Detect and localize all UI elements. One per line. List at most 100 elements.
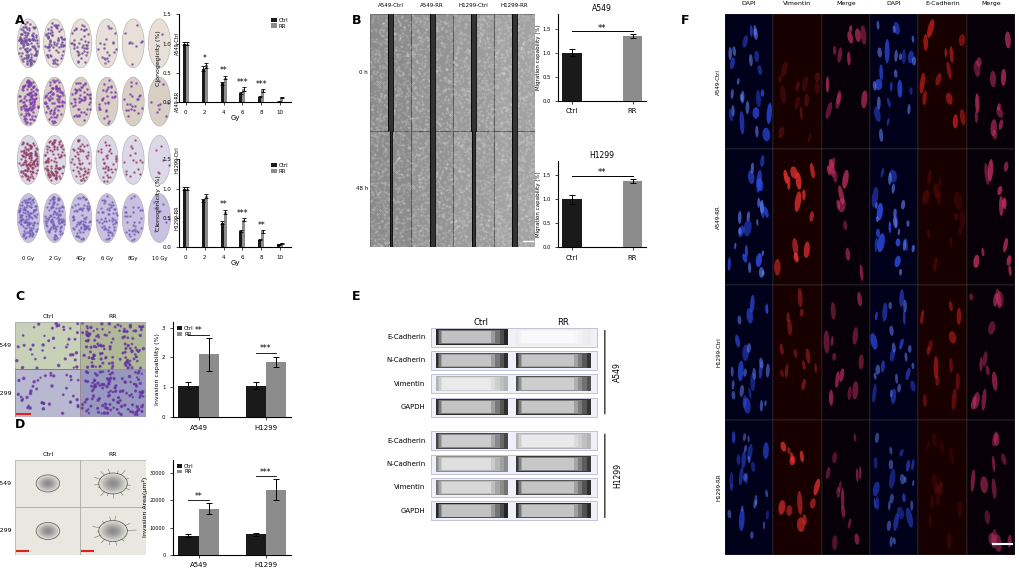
Point bbox=[523, 239, 539, 248]
Point bbox=[426, 109, 442, 118]
Point bbox=[482, 97, 498, 106]
Point bbox=[93, 341, 109, 351]
Point bbox=[405, 224, 421, 233]
Ellipse shape bbox=[730, 483, 733, 491]
Point bbox=[414, 225, 430, 234]
Point bbox=[367, 185, 383, 194]
Point bbox=[453, 71, 470, 80]
Point bbox=[463, 91, 479, 100]
Text: 0 h: 0 h bbox=[359, 70, 368, 75]
Point bbox=[505, 22, 522, 31]
Point bbox=[13, 35, 30, 44]
Point bbox=[413, 190, 429, 199]
Point bbox=[16, 92, 33, 101]
Point bbox=[414, 230, 430, 239]
Point bbox=[475, 156, 491, 165]
Point bbox=[460, 166, 476, 175]
Point bbox=[380, 90, 396, 99]
Point bbox=[367, 49, 383, 58]
Point bbox=[14, 171, 31, 180]
Point bbox=[490, 149, 506, 158]
Point bbox=[114, 374, 130, 383]
Point bbox=[67, 23, 84, 32]
Ellipse shape bbox=[974, 110, 977, 123]
Point bbox=[20, 159, 37, 168]
Point bbox=[443, 79, 460, 88]
Point bbox=[512, 198, 528, 207]
Point bbox=[407, 23, 423, 32]
Point bbox=[525, 45, 541, 54]
Point bbox=[445, 99, 462, 108]
Point bbox=[475, 26, 491, 35]
Point bbox=[416, 127, 432, 136]
Point bbox=[370, 56, 386, 65]
Bar bbox=[440, 435, 495, 447]
Point bbox=[495, 85, 512, 94]
Point bbox=[458, 183, 474, 192]
Point bbox=[17, 104, 34, 113]
Point bbox=[387, 93, 404, 102]
Point bbox=[455, 204, 472, 213]
Point bbox=[427, 220, 443, 229]
Point bbox=[14, 396, 31, 405]
Point bbox=[398, 89, 415, 98]
Point bbox=[466, 234, 482, 244]
Point bbox=[451, 108, 468, 117]
Point bbox=[506, 131, 523, 140]
Point bbox=[100, 98, 116, 108]
Point bbox=[383, 133, 399, 142]
Point bbox=[514, 171, 530, 180]
Point bbox=[392, 208, 409, 217]
Point bbox=[523, 68, 539, 77]
Point bbox=[133, 223, 150, 232]
Point bbox=[427, 23, 443, 32]
Point bbox=[466, 56, 482, 65]
Bar bbox=[623, 36, 642, 101]
Point bbox=[76, 88, 93, 97]
Point bbox=[362, 56, 378, 65]
Point bbox=[457, 60, 473, 69]
Point bbox=[65, 146, 82, 155]
Point bbox=[70, 402, 87, 411]
Point bbox=[491, 226, 507, 235]
Point bbox=[433, 130, 449, 139]
Point bbox=[105, 201, 121, 210]
Point bbox=[98, 105, 114, 114]
Point bbox=[389, 91, 406, 100]
Point bbox=[103, 81, 119, 90]
Point bbox=[413, 226, 429, 235]
Point bbox=[400, 122, 417, 131]
Point bbox=[388, 217, 405, 226]
Point bbox=[363, 72, 379, 81]
Point bbox=[449, 152, 466, 161]
Point bbox=[374, 24, 390, 34]
Point bbox=[450, 197, 467, 207]
Point bbox=[374, 230, 390, 240]
Point bbox=[376, 45, 392, 54]
Point bbox=[444, 57, 461, 66]
Point bbox=[524, 93, 540, 102]
Point bbox=[381, 241, 397, 250]
Point bbox=[127, 157, 144, 166]
Point bbox=[390, 128, 407, 137]
Point bbox=[470, 81, 486, 90]
Point bbox=[445, 229, 462, 238]
Bar bbox=[516, 433, 590, 448]
Point bbox=[392, 86, 409, 96]
Point bbox=[430, 144, 446, 153]
Point bbox=[477, 71, 493, 80]
Point bbox=[470, 103, 486, 112]
Point bbox=[436, 84, 452, 93]
Point bbox=[374, 89, 390, 98]
Point bbox=[516, 100, 532, 109]
Point bbox=[11, 376, 28, 385]
Point bbox=[507, 20, 524, 29]
Point bbox=[525, 199, 541, 208]
Point bbox=[525, 191, 541, 200]
Point bbox=[376, 203, 392, 212]
Point bbox=[409, 56, 425, 65]
Point bbox=[44, 381, 60, 390]
Point bbox=[121, 212, 138, 221]
Point bbox=[482, 104, 498, 113]
Point bbox=[29, 209, 45, 218]
